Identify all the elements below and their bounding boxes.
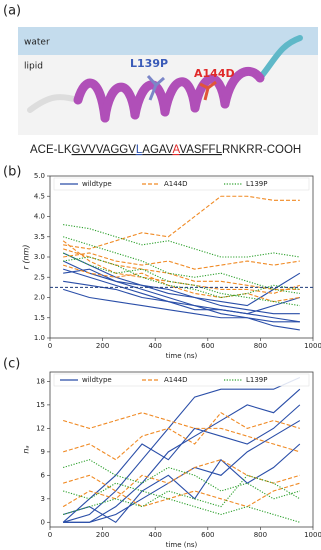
- residue-l139p: [146, 75, 165, 101]
- trajectory: [62, 260, 300, 323]
- helix: [73, 66, 265, 123]
- sequence: ACE-LKGVVVAGGVLAGAVAVASFFLRNKRR-COOH: [30, 144, 301, 156]
- tail: [257, 35, 303, 81]
- trajectory: [62, 236, 300, 294]
- seq-part: RNKRR-COOH: [222, 144, 301, 156]
- trajectory: [62, 412, 301, 453]
- y-tick-label: 4.0: [34, 213, 45, 221]
- seq-part: GVVVAGGV: [72, 144, 137, 156]
- seq-part: AGAV: [142, 144, 173, 156]
- x-tick-label: 400: [149, 342, 162, 350]
- x-tick-label: 400: [149, 531, 162, 539]
- y-tick-label: 18: [36, 377, 45, 385]
- panel-label: (a): [3, 4, 21, 19]
- mutation-label: A144D: [194, 67, 235, 80]
- y-tick-label: 6: [41, 471, 46, 479]
- trajectory: [62, 252, 300, 307]
- trajectory: [63, 224, 300, 258]
- y-tick-label: 3: [41, 495, 45, 503]
- panel-label: (c): [3, 357, 20, 372]
- legend-label: A144D: [164, 376, 188, 384]
- x-tick-label: 0: [48, 531, 52, 539]
- seq-part: A: [173, 144, 181, 156]
- y-tick-label: 4.5: [34, 192, 45, 200]
- x-tick-label: 200: [96, 342, 109, 350]
- legend-label: L139P: [246, 180, 267, 188]
- x-tick-label: 600: [201, 342, 214, 350]
- legend-label: L139P: [246, 376, 267, 384]
- seq-part: ACE-LK: [30, 144, 72, 156]
- trajectory: [62, 404, 301, 523]
- seq-part: VASFFL: [179, 144, 222, 156]
- y-tick-label: 3.0: [34, 253, 45, 261]
- x-axis-label: time (ns): [166, 541, 198, 549]
- trajectory: [62, 459, 301, 500]
- y-tick-label: 1.5: [34, 314, 45, 322]
- x-tick-label: 1000: [304, 531, 321, 539]
- y-tick-label: 0: [41, 518, 45, 526]
- x-tick-label: 600: [201, 531, 214, 539]
- y-tick-label: 3.5: [34, 233, 45, 241]
- trajectory: [62, 474, 301, 508]
- y-tick-label: 9: [41, 448, 45, 456]
- x-tick-label: 0: [48, 342, 52, 350]
- trajectory: [62, 264, 300, 303]
- x-tick-label: 800: [254, 342, 267, 350]
- x-axis-label: time (ns): [166, 352, 198, 360]
- lipid-label: lipid: [24, 62, 43, 72]
- y-axis-label: nₐ: [22, 445, 31, 453]
- trajectory: [62, 474, 301, 516]
- y-tick-label: 12: [36, 424, 45, 432]
- trajectory: [63, 268, 300, 315]
- y-axis-label: r (nm): [22, 245, 31, 270]
- mutation-label: L139P: [130, 57, 168, 70]
- trajectory: [62, 288, 300, 323]
- panel-label: (b): [3, 165, 21, 180]
- legend-label: A144D: [164, 180, 188, 188]
- trajectory: [63, 420, 301, 523]
- y-tick-label: 1.0: [34, 334, 45, 342]
- plot-frame: [49, 371, 314, 528]
- water-layer: [18, 27, 318, 55]
- legend-box: [53, 373, 310, 387]
- residue-a144d: [199, 80, 217, 101]
- trajectory: [63, 252, 300, 270]
- water-label: water: [24, 38, 50, 48]
- x-tick-label: 200: [96, 531, 109, 539]
- x-tick-label: 1000: [304, 342, 321, 350]
- plot-frame: [49, 175, 314, 339]
- trajectory: [62, 268, 300, 331]
- trajectory: [62, 411, 301, 461]
- legend-box: [53, 177, 310, 191]
- membrane-scene: water lipid L139P A144D ACE-LKGVVVAGGVLA…: [18, 27, 318, 156]
- legend-label: wildtype: [82, 376, 112, 384]
- trajectory: [62, 482, 301, 523]
- y-tick-label: 2.5: [34, 273, 45, 281]
- x-tick-label: 800: [254, 531, 267, 539]
- trajectory: [62, 443, 301, 524]
- y-tick-label: 2.0: [34, 294, 45, 302]
- legend-label: wildtype: [82, 180, 112, 188]
- y-tick-label: 15: [36, 401, 45, 409]
- seq-part: L: [136, 144, 143, 156]
- y-tick-label: 5.0: [34, 172, 45, 180]
